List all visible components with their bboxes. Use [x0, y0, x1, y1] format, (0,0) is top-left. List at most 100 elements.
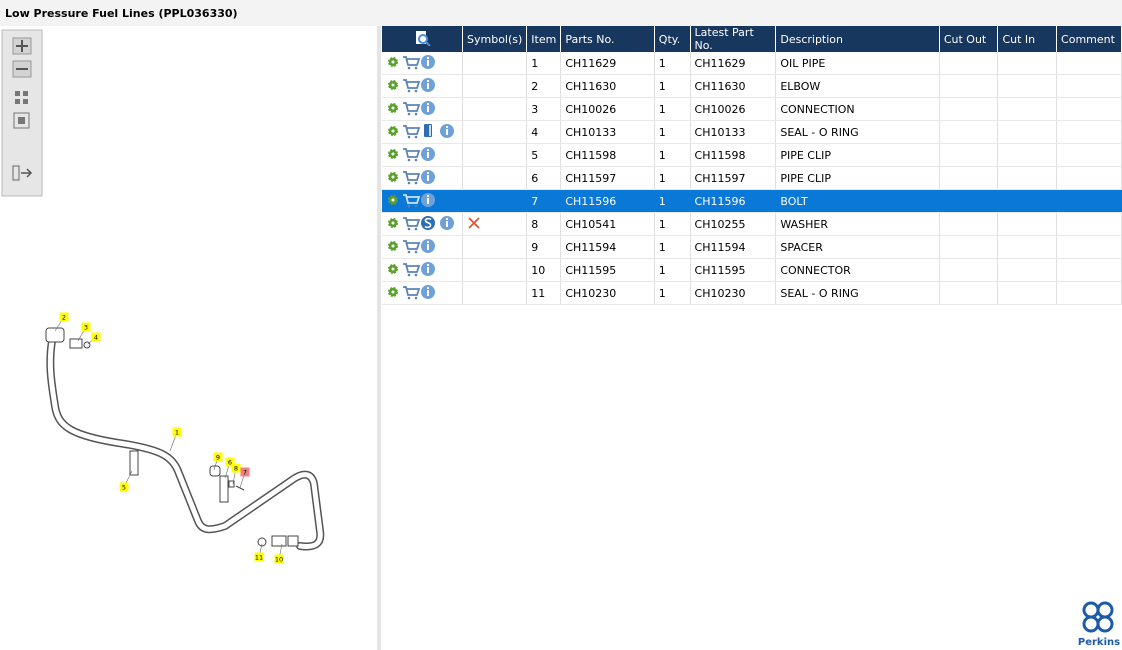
info-icon[interactable] — [421, 55, 435, 69]
callout-box — [81, 322, 91, 332]
table-row[interactable]: 9 CH11594 1 CH11594 SPACER — [382, 235, 1122, 259]
details-icon[interactable] — [388, 172, 398, 182]
empty-cell — [1056, 143, 1122, 167]
cart-icon[interactable] — [403, 263, 421, 273]
table-row[interactable]: 1 CH11629 1 CH11629 OIL PIPE — [382, 52, 1122, 75]
info-icon[interactable] — [421, 239, 435, 253]
details-icon[interactable] — [388, 264, 398, 274]
info-icon[interactable] — [421, 193, 435, 207]
row-icons — [382, 212, 463, 236]
table-row[interactable]: 10 CH11595 1 CH11595 CONNECTOR — [382, 258, 1122, 282]
details-icon[interactable] — [388, 80, 398, 90]
table-row[interactable]: 11 CH10230 1 CH10230 SEAL - O RING — [382, 281, 1122, 305]
info-i — [427, 290, 429, 296]
search-header[interactable] — [382, 26, 463, 52]
callout[interactable]: 10 — [274, 554, 284, 564]
cart-icon[interactable] — [403, 286, 421, 296]
cart-icon[interactable] — [403, 194, 421, 204]
cart-icon[interactable] — [403, 217, 421, 227]
table: Symbol(s) Item Parts No. Qty. Latest Part No… — [382, 26, 1122, 305]
callout[interactable]: 2 — [59, 312, 69, 322]
column-header[interactable]: Symbol(s) — [462, 26, 528, 52]
row-icons — [382, 52, 463, 75]
callout-box — [254, 552, 264, 562]
cell: 1 — [654, 189, 691, 213]
cart-icon[interactable] — [403, 79, 421, 89]
empty-cell — [939, 189, 999, 213]
symbol-cell — [462, 258, 528, 282]
empty-cell — [939, 235, 999, 259]
callout[interactable]: 9 — [213, 452, 223, 462]
empty-cell — [939, 120, 999, 144]
splitter[interactable] — [377, 26, 381, 650]
callout[interactable]: 5 — [119, 482, 129, 492]
details-icon[interactable] — [388, 218, 398, 228]
empty-cell — [1056, 235, 1122, 259]
info-icon[interactable] — [421, 101, 435, 115]
zoom-out[interactable] — [12, 60, 32, 78]
details-icon[interactable] — [388, 126, 398, 136]
icons — [388, 262, 435, 277]
callout[interactable]: 4 — [91, 332, 101, 342]
cell: CH10026 — [560, 97, 655, 121]
empty-cell — [939, 52, 999, 75]
table-row[interactable]: 8 CH10541 1 CH10255 WASHER — [382, 212, 1122, 236]
symbol-cell — [462, 281, 528, 305]
symbol-cell — [462, 120, 528, 144]
table-row[interactable]: 6 CH11597 1 CH11597 PIPE CLIP — [382, 166, 1122, 190]
cart-icon[interactable] — [403, 102, 421, 112]
info-icon[interactable] — [421, 285, 435, 299]
info-dot — [446, 218, 448, 220]
info-icon[interactable] — [421, 78, 435, 92]
callout[interactable]: 8 — [231, 463, 241, 473]
gear-hole — [391, 267, 395, 271]
callout[interactable]: 3 — [81, 322, 91, 332]
fit-view[interactable] — [15, 91, 28, 104]
details-icon[interactable] — [388, 103, 398, 113]
cell: 2 — [526, 74, 562, 98]
cart-icon[interactable] — [403, 171, 421, 181]
callout[interactable]: 11 — [254, 552, 264, 562]
info-i — [427, 244, 429, 250]
icons — [388, 124, 454, 139]
cart-icon[interactable] — [403, 240, 421, 250]
details-icon[interactable] — [388, 287, 398, 297]
callout[interactable]: 7 — [240, 467, 250, 477]
column-header[interactable]: Qty. — [654, 26, 691, 52]
info-icon[interactable] — [421, 147, 435, 161]
callout[interactable]: 6 — [225, 457, 235, 467]
cart-wheel — [414, 296, 418, 300]
column-header[interactable]: Parts No. — [560, 26, 655, 52]
column-header[interactable]: Latest Part No. — [690, 26, 777, 52]
table-row[interactable]: 3 CH10026 1 CH10026 CONNECTION — [382, 97, 1122, 121]
actual-size[interactable] — [13, 112, 30, 129]
info-icon[interactable] — [421, 170, 435, 184]
table-row[interactable]: 2 CH11630 1 CH11630 ELBOW — [382, 74, 1122, 98]
info-icon[interactable] — [440, 216, 454, 230]
collapse-panel[interactable] — [12, 165, 33, 181]
cart-icon[interactable] — [403, 56, 421, 66]
table-row[interactable]: 4 CH10133 1 CH10133 SEAL - O RING — [382, 120, 1122, 144]
column-header[interactable]: Description — [775, 26, 940, 52]
info-dot — [427, 80, 429, 82]
zoom-in[interactable] — [12, 37, 32, 55]
cart-wheel — [407, 204, 411, 208]
cell: SEAL - O RING — [775, 281, 940, 305]
cart-icon[interactable] — [403, 125, 421, 135]
callout[interactable]: 1 — [172, 427, 182, 437]
details-icon[interactable] — [388, 149, 398, 159]
column-header[interactable]: Cut In — [997, 26, 1058, 52]
info-icon[interactable] — [440, 124, 454, 138]
details-icon[interactable] — [388, 241, 398, 251]
details-icon[interactable] — [388, 195, 398, 205]
table-row[interactable]: 5 CH11598 1 CH11598 PIPE CLIP — [382, 143, 1122, 167]
gear-hole — [391, 290, 395, 294]
column-header[interactable]: Comment — [1056, 26, 1122, 52]
details-icon[interactable] — [388, 57, 398, 67]
cart-icon[interactable] — [403, 148, 421, 158]
column-header[interactable]: Item — [526, 26, 562, 52]
table-row[interactable]: 7 CH11596 1 CH11596 BOLT — [382, 189, 1122, 213]
symbol-cell — [462, 212, 528, 236]
column-header[interactable]: Cut Out — [939, 26, 999, 52]
info-icon[interactable] — [421, 262, 435, 276]
